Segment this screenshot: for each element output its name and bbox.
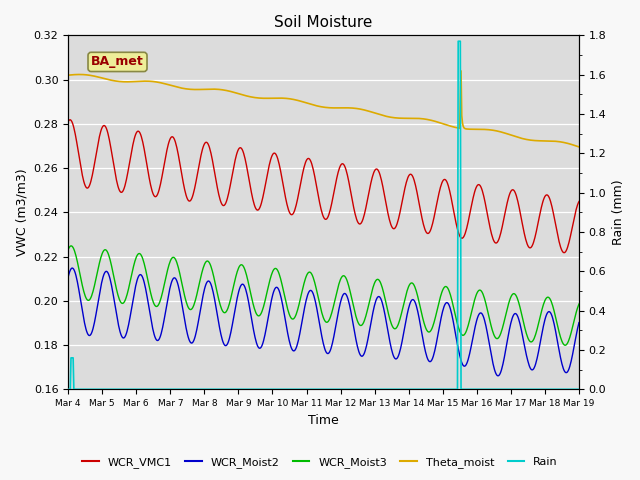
Y-axis label: VWC (m3/m3): VWC (m3/m3) (15, 168, 28, 256)
Y-axis label: Rain (mm): Rain (mm) (612, 180, 625, 245)
X-axis label: Time: Time (308, 414, 339, 427)
Title: Soil Moisture: Soil Moisture (275, 15, 372, 30)
Text: BA_met: BA_met (91, 55, 144, 69)
Legend: WCR_VMC1, WCR_Moist2, WCR_Moist3, Theta_moist, Rain: WCR_VMC1, WCR_Moist2, WCR_Moist3, Theta_… (77, 452, 563, 472)
